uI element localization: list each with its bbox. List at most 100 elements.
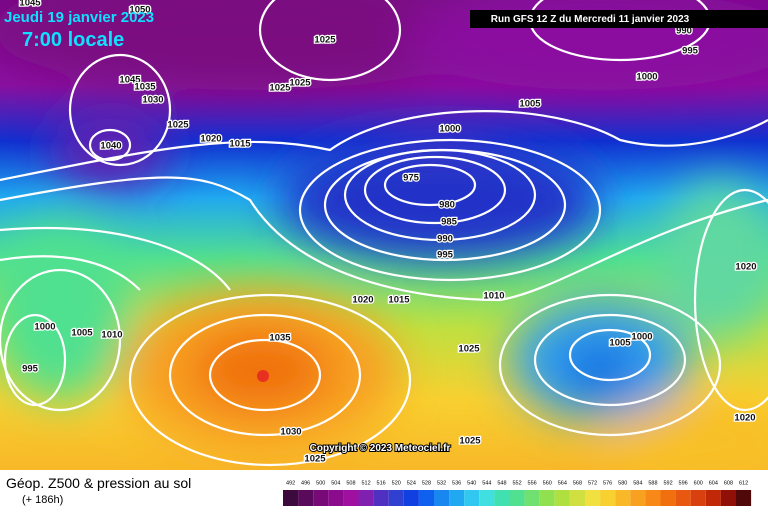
isobar-label: 1000 [631,332,652,343]
scale-label: 516 [377,480,386,486]
scale-label: 548 [497,480,506,486]
isobar-label: 1025 [314,35,336,46]
scale-label: 520 [392,480,401,486]
scale-label: 604 [709,480,718,486]
isobar-label: 1020 [352,295,373,306]
scale-label: 596 [679,480,688,486]
isobar-label: 1050 [129,5,150,16]
isobar-label: 980 [439,200,455,211]
scale-label: 552 [512,480,521,486]
scale-swatch [313,490,329,506]
scale-swatch [298,490,314,506]
scale-swatch [720,490,736,506]
scale-swatch [403,490,419,506]
scale-label: 528 [422,480,431,486]
isobar-label: 1020 [735,262,756,273]
scale-label: 592 [663,480,672,486]
isobar-label: 990 [437,234,453,245]
isobar-label: 1000 [439,124,460,135]
isobar-label: 1020 [734,413,755,424]
isobar-label: 1005 [609,338,631,349]
date: Jeudi 19 janvier 2023 [4,9,154,26]
isobar-label: 1010 [101,330,122,341]
scale-swatch [524,490,540,506]
scale-label: 556 [528,480,537,486]
isobar-label: 1000 [34,322,55,333]
high-center [257,370,269,382]
scale-swatch [388,490,404,506]
isobar-label: 995 [682,46,699,57]
isobar-label: 1025 [304,454,326,465]
isobar-label: 1015 [388,295,410,306]
scale-swatch [479,490,495,506]
scale-swatch [660,490,676,506]
scale-label: 580 [618,480,627,486]
isobar-label: 1020 [200,134,221,145]
scale-swatch [449,490,465,506]
scale-swatch [600,490,616,506]
lead-time: (+ 186h) [22,494,63,506]
run-box [470,10,768,28]
scale-swatch [615,490,631,506]
scale-label: 540 [467,480,476,486]
scale-label: 504 [331,480,340,486]
color-scale: 492 496 500 504 508 512 516 520 524 528 532 536 540 5… [283,480,752,506]
scale-label: 496 [301,480,310,486]
isobar-label: 1015 [229,139,251,150]
scale-swatch [358,490,374,506]
isobar-labels: 1045105010251045103510301025102510251020… [18,0,758,466]
scale-label: 544 [482,480,491,486]
isobar-label: 1035 [269,333,291,344]
scale-label: 532 [437,480,446,486]
scale-label: 508 [346,480,355,486]
isobar-label: 1000 [636,72,657,83]
isobar-label: 1010 [483,291,504,302]
isobar-label: 1025 [269,83,291,94]
scale-swatch [690,490,706,506]
isobar-label: 995 [437,250,454,261]
scale-swatch [554,490,570,506]
scale-label: 584 [633,480,642,486]
isobar-label: 1005 [519,99,541,110]
scale-label: 568 [573,480,582,486]
scale-swatch [328,490,344,506]
time: 7:00 locale [22,29,124,51]
scale-label: 564 [558,480,567,486]
isobar-label: 1045 [119,75,141,86]
scale-swatch [283,490,299,506]
isobar-label: 995 [22,364,39,375]
scale-swatch [630,490,646,506]
isobar-label: 985 [441,217,458,228]
copyright: Copyright © 2023 Meteociel.fr [310,443,451,454]
scale-label: 512 [361,480,370,486]
scale-swatch [539,490,555,506]
scale-swatch [509,490,525,506]
scale-label: 560 [543,480,552,486]
scale-label: 492 [286,480,295,486]
isobar-label: 975 [403,173,420,184]
scale-swatch [343,490,359,506]
scale-swatch [585,490,601,506]
scale-swatch [434,490,450,506]
run: Run GFS 12 Z du Mercredi 11 janvier 2023 [491,14,690,25]
scale-swatch [736,490,752,506]
scale-label: 576 [603,480,612,486]
isobar-label: 1030 [280,427,301,438]
scale-swatch [494,490,510,506]
scale-swatch [675,490,691,506]
isobar-label: 1025 [289,78,311,89]
scale-swatch [705,490,721,506]
scale-label: 500 [316,480,325,486]
isobar-label: 1025 [459,436,481,447]
scale-label: 588 [648,480,657,486]
footer-title: Géop. Z500 & pression au sol [6,475,191,491]
isobar-label: 1025 [167,120,189,131]
isobar-label: 1005 [71,328,93,339]
scale-swatch [645,490,661,506]
scale-label: 536 [452,480,461,486]
scale-label: 612 [739,480,748,486]
scale-swatch [569,490,585,506]
isobars [0,0,768,465]
scale-swatch [373,490,389,506]
isobar-label: 1030 [142,95,163,106]
